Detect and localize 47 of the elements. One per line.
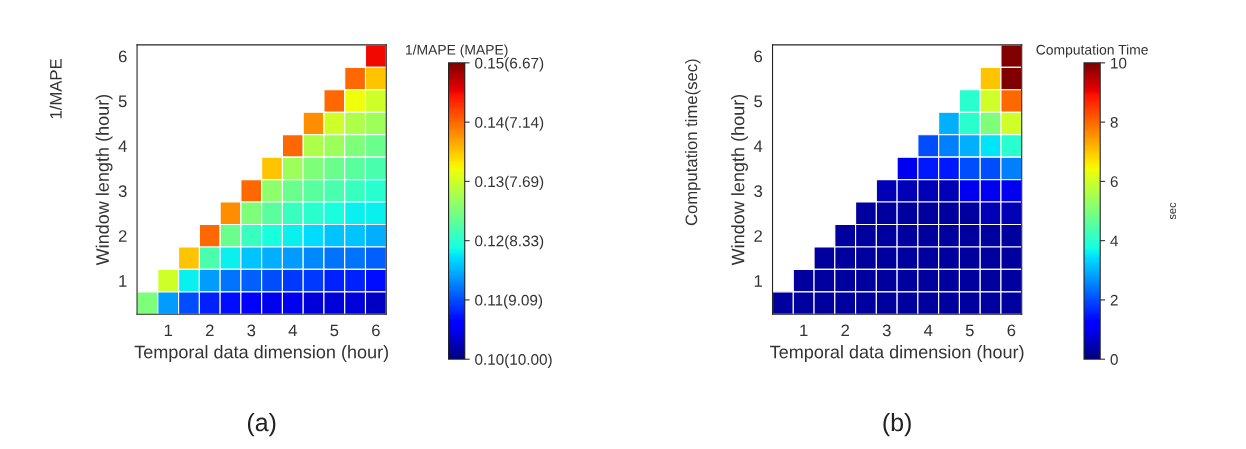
y-tick-label: 1 xyxy=(754,275,762,287)
x-axis-title: Temporal data dimension (hour) xyxy=(770,345,1024,362)
y-tick-label: 6 xyxy=(118,50,127,63)
y-tick-label: 2 xyxy=(118,230,127,242)
color-bar-label: 0.10(10.00) xyxy=(475,353,552,368)
color-bar-label: 10 xyxy=(1111,57,1127,69)
y-axis-title: Window length (hour) xyxy=(731,94,748,266)
text: (b) xyxy=(883,412,911,437)
x-tick-label: 3 xyxy=(247,324,256,337)
x-tick-label: 5 xyxy=(330,324,339,337)
x-tick-label: 4 xyxy=(924,324,933,337)
y-tick-label: 3 xyxy=(754,185,763,198)
x-tick-label: 3 xyxy=(882,324,891,337)
x-axis-title: Temporal data dimension (hour) xyxy=(134,345,388,362)
color-bar-label: 0 xyxy=(1110,354,1118,365)
text: 1/MAPE xyxy=(49,59,62,119)
x-tick-label: 2 xyxy=(841,324,849,337)
color-bar-label: 0.13(7.69) xyxy=(475,175,544,191)
color-bar-title: 1/MAPE (MAPE) xyxy=(406,44,508,58)
color-bar-label: 0.15(6.67) xyxy=(475,57,544,72)
color-bar-label: 0.14(7.14) xyxy=(475,116,544,131)
y-tick-label: 2 xyxy=(754,230,762,242)
y-tick-label: 4 xyxy=(118,140,127,152)
color-bar-label: 8 xyxy=(1110,117,1118,128)
x-tick-label: 1 xyxy=(164,324,173,337)
color-bar-label: 0.12(8.33) xyxy=(475,235,544,250)
color-bar-label: 0.11(9.09) xyxy=(475,294,543,309)
x-tick-label: 6 xyxy=(372,324,380,337)
text: (a) xyxy=(247,412,276,437)
y-tick-label: 1 xyxy=(119,275,127,287)
x-tick-label: 5 xyxy=(965,324,974,337)
y-tick-label: 5 xyxy=(118,95,127,108)
color-bar-label: 2 xyxy=(1110,294,1118,306)
text: Computation time(sec) xyxy=(685,59,701,226)
y-tick-label: 6 xyxy=(754,50,763,63)
y-tick-label: 5 xyxy=(754,95,763,108)
color-bar-label: 4 xyxy=(1110,235,1118,247)
color-bar-title: Computation Time xyxy=(1036,44,1148,58)
x-tick-label: 6 xyxy=(1007,324,1016,337)
y-tick-label: 3 xyxy=(118,185,127,198)
y-axis-title: Window length (hour) xyxy=(95,94,113,266)
x-tick-label: 1 xyxy=(800,324,808,337)
y-tick-label: 4 xyxy=(753,140,763,152)
x-tick-label: 2 xyxy=(205,324,214,337)
x-tick-label: 4 xyxy=(288,324,297,337)
text: sec xyxy=(1170,202,1177,220)
color-bar-label: 6 xyxy=(1110,176,1118,188)
